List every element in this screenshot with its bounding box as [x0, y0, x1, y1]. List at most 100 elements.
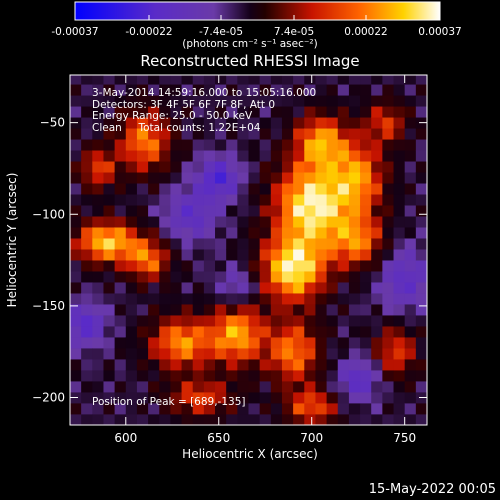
heatmap-cell	[259, 392, 272, 404]
heatmap-cell	[159, 293, 171, 305]
heatmap-cell	[293, 216, 305, 228]
heatmap-cell	[326, 161, 339, 173]
heatmap-cell	[92, 227, 104, 239]
heatmap-cell	[70, 414, 82, 426]
heatmap-cell	[304, 414, 316, 426]
heatmap-cell	[315, 117, 327, 129]
heatmap-cell	[237, 403, 249, 415]
heatmap-cell	[114, 381, 127, 393]
x-tick-label: 600	[114, 431, 137, 445]
heatmap-cell	[360, 75, 372, 85]
heatmap-cell	[393, 95, 406, 107]
heatmap-cell	[226, 150, 238, 162]
heatmap-cell	[237, 359, 249, 371]
heatmap-cell	[382, 172, 394, 184]
heatmap-cell	[70, 370, 82, 382]
heatmap-cell	[281, 183, 294, 195]
heatmap-cell	[125, 359, 138, 371]
heatmap-cell	[337, 282, 350, 294]
heatmap-cell	[360, 359, 372, 371]
heatmap-cell	[393, 359, 406, 371]
heatmap-cell	[114, 205, 127, 217]
heatmap-cell	[360, 227, 372, 239]
heatmap-cell	[337, 326, 350, 338]
heatmap-cell	[159, 238, 171, 250]
heatmap-cell	[348, 84, 361, 96]
heatmap-cell	[315, 183, 327, 195]
heatmap-cell	[348, 403, 361, 415]
heatmap-cell	[159, 403, 171, 415]
heatmap-cell	[348, 348, 361, 360]
heatmap-cell	[281, 282, 294, 294]
heatmap-cell	[237, 205, 249, 217]
heatmap-cell	[181, 128, 194, 140]
heatmap-cell	[248, 128, 261, 140]
colorbar-tick-label: 0.00022	[344, 26, 387, 38]
heatmap-cell	[348, 392, 361, 404]
heatmap-cell	[136, 75, 149, 85]
heatmap-cell	[148, 106, 160, 118]
heatmap-cell	[315, 106, 327, 118]
heatmap-cell	[270, 337, 283, 349]
heatmap-cell	[226, 381, 238, 393]
heatmap-cell	[226, 414, 238, 426]
heatmap-cell	[281, 139, 294, 151]
heatmap-cell	[371, 414, 383, 426]
heatmap-cell	[304, 139, 316, 151]
heatmap-cell	[360, 293, 372, 305]
heatmap-cell	[103, 117, 116, 129]
heatmap-cell	[326, 348, 339, 360]
heatmap-cell	[248, 260, 261, 272]
heatmap-cell	[348, 370, 361, 382]
heatmap-cell	[136, 381, 149, 393]
heatmap-cell	[170, 84, 182, 96]
heatmap-cell	[181, 260, 194, 272]
heatmap-cell	[248, 359, 261, 371]
heatmap-cell	[192, 205, 205, 217]
heatmap-cell	[192, 183, 205, 195]
heatmap-cell	[92, 161, 104, 173]
x-tick-label: 750	[393, 431, 416, 445]
heatmap-cell	[326, 183, 339, 195]
heatmap-cell	[81, 381, 93, 393]
heatmap-cell	[415, 348, 428, 360]
heatmap-cell	[259, 194, 272, 206]
heatmap-cell	[170, 348, 182, 360]
heatmap-cell	[337, 216, 350, 228]
heatmap-cell	[293, 414, 305, 426]
heatmap-cell	[159, 370, 171, 382]
heatmap-cell	[114, 271, 127, 283]
heatmap-cell	[125, 238, 138, 250]
heatmap-cell	[382, 84, 394, 96]
heatmap-cell	[70, 194, 82, 206]
heatmap-cell	[270, 117, 283, 129]
heatmap-cell	[270, 414, 283, 426]
heatmap-cell	[382, 271, 394, 283]
heatmap-cell	[125, 293, 138, 305]
heatmap-cell	[293, 348, 305, 360]
heatmap-cell	[103, 348, 116, 360]
heatmap-cell	[304, 359, 316, 371]
heatmap-cell	[315, 161, 327, 173]
heatmap-cell	[81, 326, 93, 338]
heatmap-cell	[304, 117, 316, 129]
heatmap-cell	[170, 205, 182, 217]
heatmap-cell	[248, 106, 261, 118]
heatmap-cell	[203, 238, 216, 250]
heatmap-cell	[159, 271, 171, 283]
heatmap-cell	[181, 403, 194, 415]
heatmap-cell	[125, 392, 138, 404]
heatmap-cell	[360, 172, 372, 184]
axis-ticks: 600 650 700 750 −50 −100 −150 −200	[32, 75, 427, 445]
heatmap-cell	[382, 117, 394, 129]
heatmap-cell	[248, 205, 261, 217]
heatmap-cell	[270, 271, 283, 283]
heatmap-cell	[70, 381, 82, 393]
heatmap-cell	[237, 227, 249, 239]
heatmap-cell	[103, 293, 116, 305]
heatmap-cell	[270, 359, 283, 371]
heatmap-cell	[337, 249, 350, 261]
heatmap-cell	[92, 95, 104, 107]
heatmap-cell	[192, 194, 205, 206]
